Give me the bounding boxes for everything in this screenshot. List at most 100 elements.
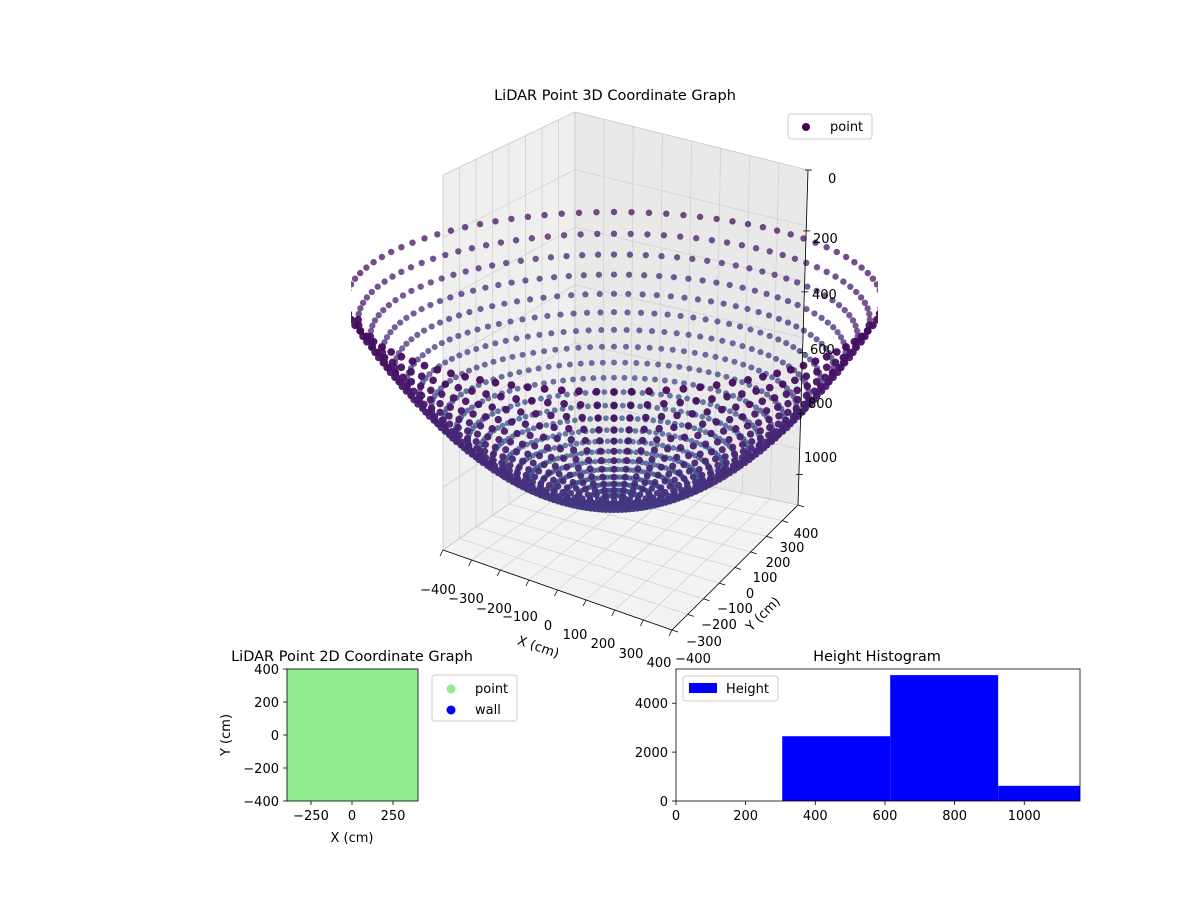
cloud-point: [579, 495, 586, 502]
cloud-point: [864, 269, 871, 277]
legend-histogram-frame: [682, 675, 779, 702]
cloud-point: [468, 387, 476, 395]
cloud-point: [491, 392, 498, 399]
cloud-point: [863, 327, 872, 335]
cloud-point: [725, 415, 734, 424]
cloud-point: [637, 403, 643, 410]
cloud-point: [464, 329, 471, 336]
cloud-point: [492, 340, 499, 347]
cloud-point: [632, 473, 640, 481]
cloud-point: [481, 447, 489, 455]
cloud-point: [553, 434, 561, 443]
cloud-point: [545, 363, 552, 370]
cloud-point: [739, 343, 746, 350]
legend-2d-label-point: point: [475, 682, 508, 697]
cloud-point: [359, 299, 367, 306]
cloud-point: [482, 454, 490, 462]
cloud-point: [476, 376, 484, 384]
cloud-point: [876, 287, 878, 294]
cloud-point: [732, 303, 739, 310]
cloud-point: [450, 271, 457, 278]
histogram-xtick-label: 400: [803, 809, 828, 824]
cloud-point: [512, 448, 521, 456]
cloud-point: [637, 447, 645, 455]
cloud-point: [469, 287, 477, 294]
cloud-point: [421, 235, 428, 242]
cloud-point: [771, 271, 778, 278]
cloud-point: [387, 348, 396, 356]
cloud-point: [545, 469, 553, 477]
cloud-point: [619, 492, 627, 499]
cloud-point: [469, 404, 475, 411]
cloud-point: [603, 427, 610, 433]
cloud-point: [821, 373, 829, 382]
gridline-3d: [585, 487, 715, 601]
cloud-point: [791, 376, 799, 385]
cloud-point: [680, 461, 688, 469]
cloud-point: [675, 469, 683, 477]
cloud-point: [684, 395, 691, 402]
cloud-point: [673, 411, 681, 420]
cloud-point: [588, 360, 595, 366]
cloud-point: [442, 251, 449, 259]
cloud-point: [408, 336, 415, 343]
cloud-point: [363, 264, 370, 271]
cloud-point: [535, 467, 543, 475]
cloud-point: [530, 349, 537, 356]
cloud-point: [722, 422, 729, 429]
cloud-point: [738, 390, 746, 398]
cloud-point: [351, 281, 355, 288]
cloud-point: [813, 287, 820, 295]
cloud-point: [720, 470, 728, 477]
cloud-point: [638, 436, 647, 445]
cloud-point: [689, 442, 697, 450]
cloud-point: [554, 293, 561, 300]
y3d-tick-label: 100: [753, 571, 778, 586]
cloud-point: [566, 361, 573, 368]
cloud-point: [605, 448, 612, 455]
cloud-point: [712, 353, 719, 360]
cloud-point: [506, 467, 513, 475]
cloud-point: [391, 324, 398, 331]
cloud-point: [417, 372, 426, 381]
cloud-point: [759, 224, 767, 231]
cloud-point: [602, 402, 609, 409]
cloud-point: [695, 465, 703, 473]
cloud-point: [817, 382, 826, 391]
cloud-point: [633, 360, 640, 366]
cloud-point: [636, 327, 643, 334]
cloud-point: [482, 284, 489, 291]
cloud-point: [650, 494, 657, 501]
plot-2d-ytick-label: −200: [243, 762, 279, 777]
cloud-point: [547, 254, 555, 261]
cloud-point: [851, 259, 858, 266]
cloud-point: [779, 251, 786, 259]
cloud-point: [543, 422, 550, 428]
cloud-point: [610, 426, 618, 434]
cloud-point: [445, 412, 453, 420]
cloud-point: [759, 372, 767, 381]
cloud-point: [684, 422, 693, 430]
cloud-point: [490, 358, 497, 365]
plot-2d-xtick-label: 0: [348, 809, 356, 824]
cloud-point: [775, 315, 782, 322]
cloud-point: [676, 363, 683, 370]
histogram-frame: [675, 668, 1081, 802]
cloud-point: [399, 345, 406, 352]
cloud-point: [537, 395, 544, 402]
cloud-point: [619, 415, 625, 422]
cloud-point: [818, 340, 825, 347]
cloud-point: [506, 461, 514, 469]
cloud-point: [495, 320, 502, 327]
cloud-point: [514, 385, 521, 392]
cloud-point: [622, 465, 630, 473]
z3d-tick-label: 200: [813, 232, 838, 247]
cloud-point: [645, 209, 653, 216]
legend-2d: point wall: [431, 674, 518, 722]
cloud-point: [702, 351, 709, 358]
cloud-point: [669, 346, 676, 353]
cloud-point: [748, 364, 755, 371]
z3d-tick-label: 0: [828, 172, 836, 187]
cloud-point: [489, 262, 496, 269]
cloud-point: [543, 398, 552, 407]
